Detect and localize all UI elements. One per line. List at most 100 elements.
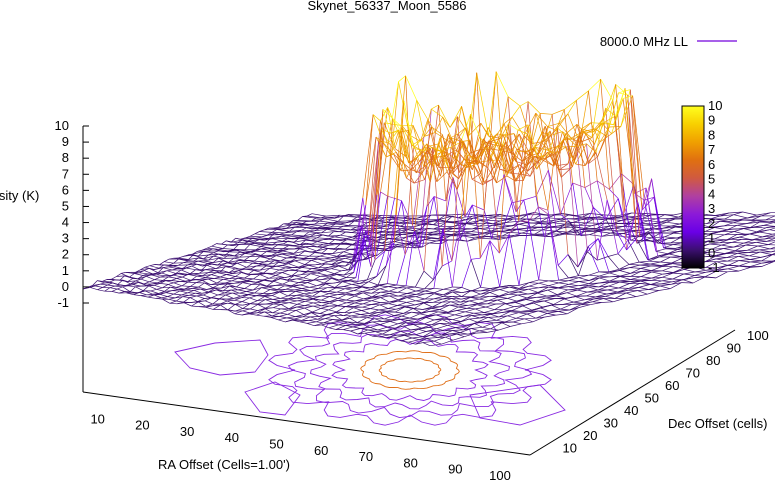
mesh-segment bbox=[575, 143, 587, 165]
mesh-segment bbox=[156, 288, 165, 292]
mesh-segment bbox=[343, 326, 354, 330]
mesh-segment bbox=[351, 283, 361, 287]
mesh-segment bbox=[125, 283, 131, 286]
mesh-segment bbox=[278, 224, 292, 228]
mesh-segment bbox=[291, 270, 299, 277]
mesh-segment bbox=[671, 257, 683, 264]
mesh-segment bbox=[328, 264, 336, 268]
mesh-segment bbox=[168, 282, 174, 285]
mesh-segment bbox=[565, 146, 576, 165]
mesh-segment bbox=[183, 297, 191, 303]
mesh-segment bbox=[309, 224, 323, 227]
mesh-segment bbox=[558, 279, 569, 282]
mesh-segment bbox=[135, 269, 141, 273]
mesh-segment bbox=[540, 130, 551, 143]
mesh-segment bbox=[743, 239, 755, 244]
mesh-segment bbox=[497, 133, 506, 137]
mesh-segment bbox=[380, 301, 390, 303]
mesh-segment bbox=[179, 272, 185, 276]
mesh-segment bbox=[301, 227, 308, 231]
mesh-segment bbox=[769, 246, 775, 250]
mesh-segment bbox=[475, 332, 488, 334]
mesh-segment bbox=[469, 300, 479, 304]
mesh-segment bbox=[146, 283, 152, 286]
mesh-segment bbox=[584, 187, 594, 208]
mesh-segment bbox=[199, 272, 209, 274]
mesh-segment bbox=[495, 71, 505, 175]
mesh-segment bbox=[393, 313, 404, 316]
mesh-segment bbox=[540, 113, 553, 115]
mesh-segment bbox=[111, 276, 117, 280]
mesh-segment bbox=[649, 260, 661, 263]
mesh-segment bbox=[255, 246, 262, 251]
mesh-segment bbox=[446, 226, 454, 229]
mesh-segment bbox=[182, 274, 189, 278]
mesh-segment bbox=[404, 148, 414, 255]
mesh-segment bbox=[376, 196, 388, 256]
mesh-segment bbox=[353, 237, 364, 273]
mesh-segment bbox=[498, 293, 509, 298]
mesh-segment bbox=[173, 272, 180, 276]
mesh-segment bbox=[524, 156, 535, 169]
mesh-segment bbox=[202, 272, 209, 277]
mesh-segment bbox=[589, 231, 599, 236]
mesh-segment bbox=[168, 274, 174, 278]
mesh-segment bbox=[463, 141, 473, 180]
mesh-segment bbox=[518, 291, 528, 295]
mesh-segment bbox=[344, 287, 353, 290]
mesh-segment bbox=[359, 281, 369, 285]
mesh-segment bbox=[554, 213, 563, 216]
mesh-segment bbox=[380, 123, 392, 192]
mesh-segment bbox=[619, 279, 631, 282]
mesh-segment bbox=[363, 292, 373, 298]
mesh-segment bbox=[380, 244, 388, 246]
mesh-segment bbox=[368, 281, 379, 286]
y-tick: 60 bbox=[665, 378, 679, 393]
mesh-segment bbox=[426, 338, 435, 342]
mesh-segment bbox=[618, 229, 628, 232]
mesh-segment bbox=[385, 214, 396, 266]
mesh-segment bbox=[755, 219, 766, 222]
mesh-segment bbox=[140, 294, 147, 296]
mesh-segment bbox=[609, 126, 621, 128]
mesh-segment bbox=[305, 298, 314, 302]
mesh-segment bbox=[540, 304, 552, 309]
mesh-segment bbox=[401, 311, 412, 317]
mesh-segment bbox=[293, 239, 306, 243]
mesh-segment bbox=[286, 289, 295, 292]
mesh-segment bbox=[270, 317, 279, 321]
mesh-segment bbox=[139, 272, 148, 275]
mesh-segment bbox=[605, 292, 617, 297]
mesh-segment bbox=[510, 152, 523, 162]
mesh-segment bbox=[349, 248, 357, 250]
mesh-segment bbox=[354, 292, 364, 297]
mesh-segment bbox=[468, 303, 479, 306]
mesh-segment bbox=[566, 292, 577, 297]
mesh-segment bbox=[254, 287, 262, 294]
mesh-segment bbox=[253, 239, 260, 243]
mesh-segment bbox=[453, 106, 462, 145]
mesh-segment bbox=[176, 285, 183, 288]
mesh-segment bbox=[498, 326, 511, 331]
mesh-segment bbox=[349, 316, 360, 319]
mesh-segment bbox=[480, 289, 491, 295]
z-tick: 4 bbox=[62, 215, 69, 230]
mesh-segment bbox=[282, 263, 289, 266]
mesh-segment bbox=[324, 258, 335, 260]
z-tick: 7 bbox=[62, 166, 69, 181]
mesh-segment bbox=[441, 339, 454, 345]
mesh-segment bbox=[329, 296, 338, 299]
mesh-segment bbox=[504, 303, 515, 308]
mesh-segment bbox=[558, 163, 569, 171]
mesh-segment bbox=[139, 270, 145, 274]
mesh-segment bbox=[426, 196, 435, 207]
mesh-segment bbox=[614, 234, 628, 238]
mesh-segment bbox=[419, 206, 428, 247]
mesh-segment bbox=[738, 217, 748, 221]
mesh-segment bbox=[607, 256, 620, 270]
mesh-segment bbox=[353, 226, 362, 273]
mesh-segment bbox=[485, 147, 497, 183]
mesh-segment bbox=[310, 290, 320, 292]
mesh-segment bbox=[452, 316, 464, 321]
